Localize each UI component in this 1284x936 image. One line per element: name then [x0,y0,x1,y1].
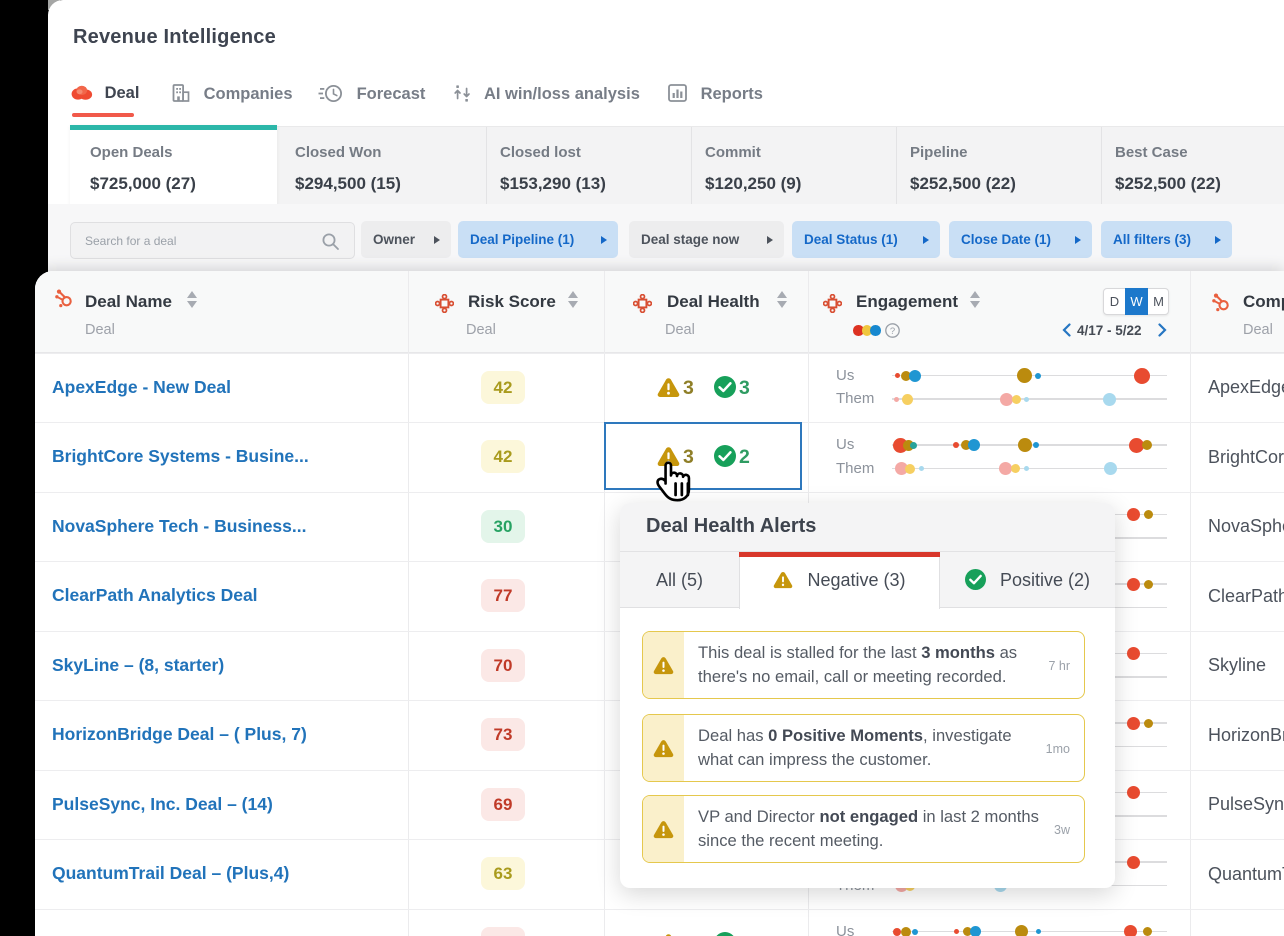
svg-text:?: ? [890,326,895,337]
